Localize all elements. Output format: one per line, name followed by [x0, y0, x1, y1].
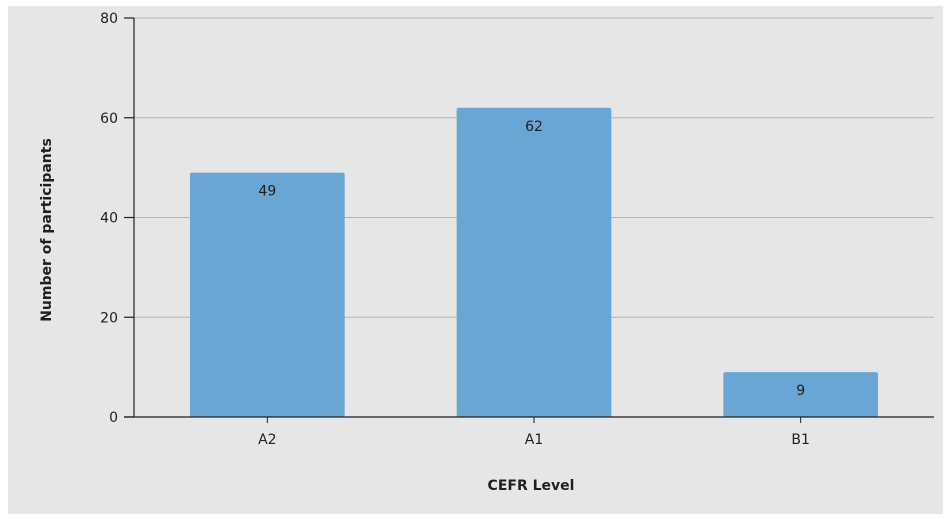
- x-tick-label-a2: A2: [258, 432, 276, 448]
- bar-b1: [723, 372, 878, 417]
- x-axis-title: CEFR Level: [488, 478, 575, 494]
- bar-a1: [456, 107, 612, 418]
- data-label-a2: 49: [258, 184, 276, 200]
- y-tick-label: 80: [100, 11, 118, 27]
- axes: 0 20 40 60 80 A2 A1 B1: [100, 11, 934, 448]
- y-tick-label: 40: [100, 211, 118, 227]
- data-labels: 49 62 9: [258, 119, 805, 399]
- y-tick-label: 60: [100, 111, 118, 127]
- data-label-a1: 62: [525, 119, 543, 135]
- bar-chart: 49 62 9 0 20 40 60 80 A2 A1 B1 CEFR Level Number …: [39, 11, 934, 494]
- bar-a2: [190, 172, 345, 417]
- y-tick-label: 20: [100, 310, 118, 326]
- chart-panel: 49 62 9 0 20 40 60 80 A2 A1 B1 CEFR Level Number …: [8, 6, 943, 514]
- data-label-b1: 9: [796, 383, 805, 399]
- y-tick-label: 0: [109, 410, 118, 426]
- bars: [190, 107, 878, 418]
- y-axis-title: Number of participants: [39, 138, 55, 322]
- x-tick-label-b1: B1: [791, 432, 810, 448]
- x-tick-label-a1: A1: [525, 432, 543, 448]
